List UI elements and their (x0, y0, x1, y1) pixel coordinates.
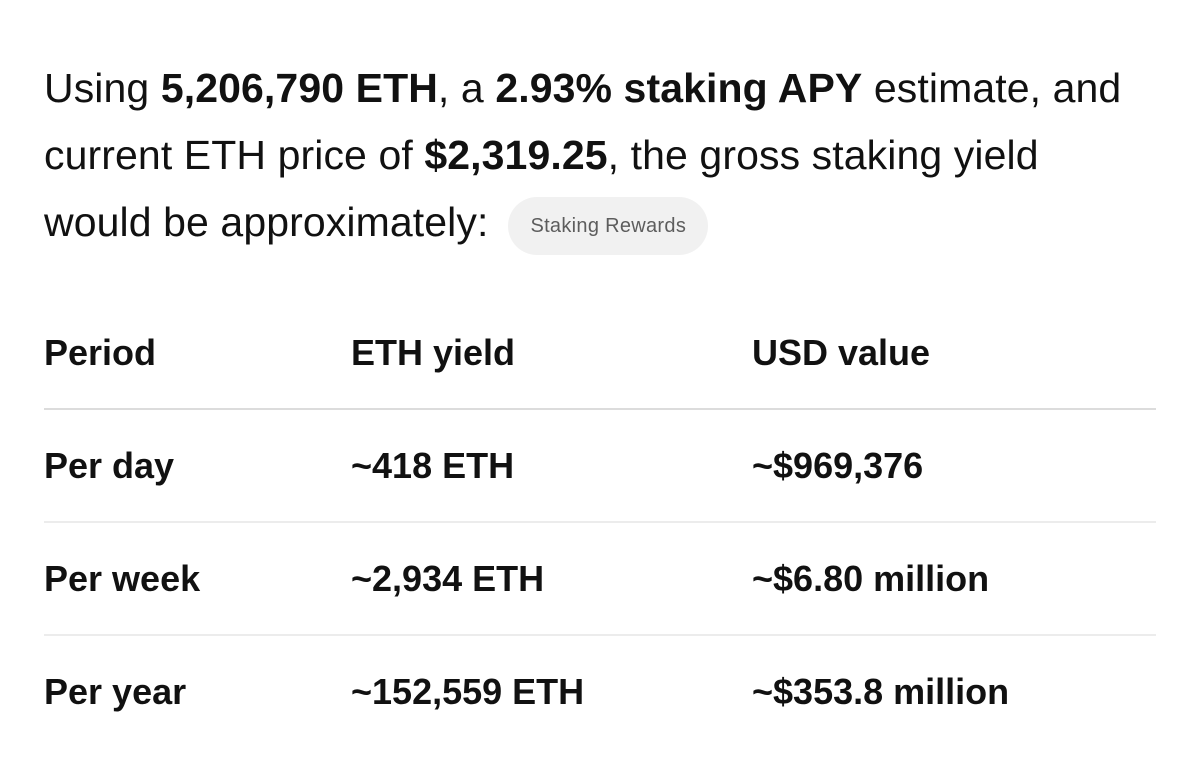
intro-mid-2: estimate, and current ETH price of (44, 65, 1122, 178)
intro-suffix: , the gross staking yield would be appro… (44, 132, 1039, 245)
table-row: Per year ~152,559 ETH ~$353.8 million (44, 635, 1156, 747)
header-eth-yield: ETH yield (351, 298, 752, 410)
staking-yield-table: Period ETH yield USD value Per day ~418 … (44, 298, 1156, 747)
intro-mid-1: , a (437, 65, 496, 111)
cell-eth-yield: ~418 ETH (351, 409, 752, 523)
cell-usd-value: ~$6.80 million (752, 522, 1156, 636)
header-period: Period (44, 298, 351, 410)
table-header-row: Period ETH yield USD value (44, 298, 1156, 410)
cell-usd-value: ~$353.8 million (752, 670, 1010, 712)
cell-eth-yield: ~152,559 ETH (351, 670, 585, 712)
eth-amount: 5,206,790 ETH (160, 65, 438, 111)
header-usd-value: USD value (752, 298, 1156, 410)
eth-price: $2,319.25 (424, 132, 608, 178)
cell-period: Per year (44, 670, 187, 712)
source-citation-button[interactable]: Staking Rewards (508, 197, 709, 255)
intro-prefix: Using (44, 65, 161, 111)
cell-usd-value: ~$969,376 (752, 409, 1156, 523)
table-row: Per day ~418 ETH ~$969,376 (44, 409, 1156, 523)
apy-estimate: 2.93% staking APY (495, 65, 863, 111)
intro-paragraph: Using 5,206,790 ETH, a 2.93% staking APY… (44, 55, 1156, 256)
cell-eth-yield: ~2,934 ETH (351, 522, 752, 636)
cell-period: Per day (44, 409, 351, 523)
table-row: Per week ~2,934 ETH ~$6.80 million (44, 522, 1156, 636)
cell-period: Per week (44, 522, 351, 636)
